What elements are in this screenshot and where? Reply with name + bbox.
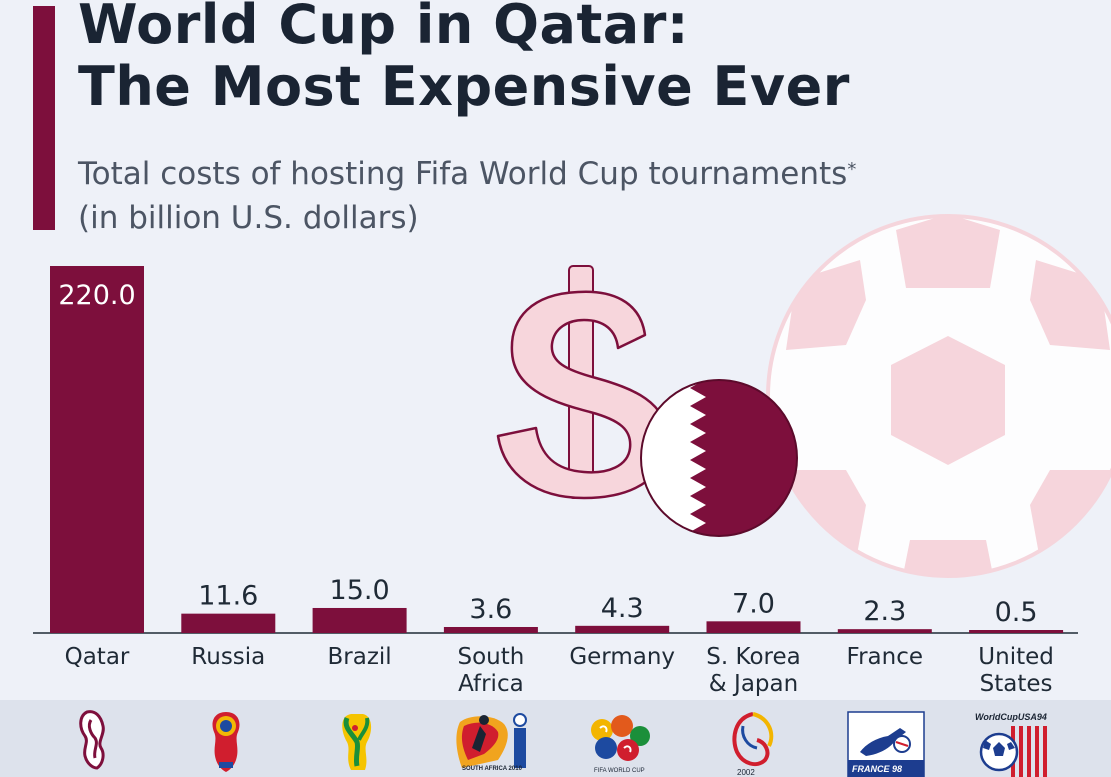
france-98-logo-icon: FRANCE 98: [847, 711, 925, 777]
subtitle-line-1: Total costs of hosting Fifa World Cup to…: [78, 152, 856, 196]
category-label-russia: Russia: [191, 644, 265, 670]
value-label-france: 2.3: [863, 596, 906, 627]
usa-logo-text: WorldCupUSA94: [975, 712, 1047, 722]
germany-logo-text: FIFA WORLD CUP: [594, 768, 645, 774]
category-label-united-states-line-1: United: [978, 644, 1054, 670]
value-label-qatar: 220.0: [58, 280, 135, 311]
category-label-south-africa-line-2: Africa: [458, 671, 524, 697]
category-label-qatar: Qatar: [65, 644, 130, 670]
value-label-s-korea-japan: 7.0: [732, 588, 775, 619]
germany-2006-logo-icon: FIFA WORLD CUP: [591, 715, 650, 774]
bar-s-korea-japan: [706, 621, 801, 633]
category-label-s-korea-japan-line-1: S. Korea: [706, 644, 800, 670]
soccer-ball-icon: [766, 214, 1111, 578]
bar-qatar: [50, 266, 144, 633]
category-label-south-africa-line-1: South: [457, 644, 524, 670]
bar-france: [837, 629, 932, 633]
dollar-sign-icon: [496, 265, 670, 500]
footnote-marker: *: [847, 159, 857, 180]
bar-russia: [181, 613, 276, 633]
category-label-germany: Germany: [569, 644, 675, 670]
qatar-2022-logo-icon: [79, 710, 105, 770]
category-label-s-korea-japan-line-2: & Japan: [709, 671, 798, 697]
subtitle-line-2: (in billion U.S. dollars): [78, 200, 419, 236]
south-africa-logo-text: SOUTH AFRICA 2010: [462, 766, 523, 772]
korea-japan-2002-logo-icon: 2002: [732, 712, 774, 777]
category-label-united-states-line-2: States: [980, 671, 1053, 697]
category-label-brazil: Brazil: [328, 644, 392, 670]
bar-chart: 220.0 11.6 15.0 3.6 4.3 7.0 2.3 0.5 Qatar Russia…: [33, 214, 1111, 697]
value-label-russia: 11.6: [198, 581, 258, 612]
usa-94-logo-icon: WorldCupUSA94: [975, 712, 1047, 777]
chart-title: World Cup in Qatar: The Most Expensive E…: [78, 0, 850, 118]
brazil-2014-logo-icon: [342, 714, 372, 770]
chart-subtitle: Total costs of hosting Fifa World Cup to…: [78, 152, 856, 240]
title-line-2: The Most Expensive Ever: [78, 55, 850, 118]
logo-strip: [0, 700, 1111, 777]
value-label-south-africa: 3.6: [469, 594, 512, 625]
bar-brazil: [312, 607, 407, 633]
qatar-flag-icon: [640, 379, 798, 537]
value-labels-group: 220.0 11.6 15.0 3.6 4.3 7.0 2.3 0.5: [58, 280, 1037, 628]
russia-2018-logo-icon: [212, 712, 240, 772]
bar-south-africa: [443, 626, 538, 633]
value-label-brazil: 15.0: [330, 575, 390, 606]
category-label-france: France: [847, 644, 923, 670]
accent-bar: [33, 6, 55, 230]
south-africa-2010-logo-icon: SOUTH AFRICA 2010: [456, 713, 527, 772]
bars-group: [50, 266, 1064, 633]
france-logo-text: FRANCE 98: [852, 764, 902, 774]
value-label-united-states: 0.5: [995, 597, 1038, 628]
value-label-germany: 4.3: [601, 593, 644, 624]
bar-germany: [575, 625, 670, 633]
title-line-1: World Cup in Qatar:: [78, 0, 689, 56]
bar-united-states: [969, 630, 1064, 633]
korea-japan-logo-text: 2002: [737, 768, 755, 777]
subtitle-text: Total costs of hosting Fifa World Cup to…: [78, 156, 848, 192]
